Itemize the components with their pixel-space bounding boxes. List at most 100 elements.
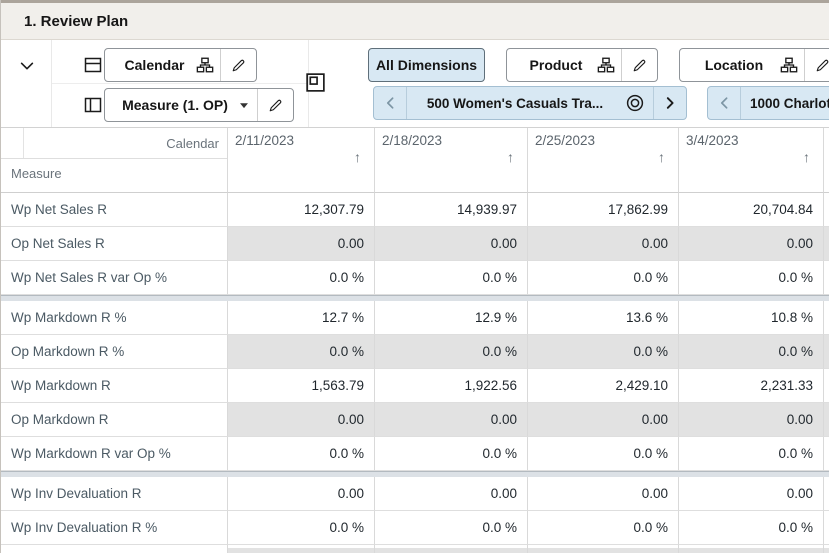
grid-cell[interactable]: 0.0 % <box>528 335 679 369</box>
grid-cell[interactable]: 0.00 <box>375 477 528 511</box>
edit-measure-pencil-icon[interactable] <box>258 97 293 114</box>
row-header[interactable]: Op Markdown R <box>1 403 228 437</box>
previous-product-chevron-left-icon[interactable] <box>374 96 406 110</box>
grid-cell[interactable]: 1,563.79 <box>228 369 375 403</box>
grid-cell[interactable]: 10.8 % <box>679 301 824 335</box>
grid-cell[interactable]: 0.00 <box>375 403 528 437</box>
grid-corner-cell: Calendar Measure <box>1 128 228 193</box>
row-dimension-label: Measure <box>11 166 62 181</box>
sort-ascending-arrow-icon[interactable]: ↑ <box>658 149 665 165</box>
measure-group-separator <box>1 471 829 477</box>
grid-cell[interactable]: 0.0 % <box>679 261 824 295</box>
column-header[interactable]: 2/25/2023 ↑ <box>528 128 679 193</box>
product-tile-label: 500 Women's Casuals Tra... <box>426 95 604 111</box>
grid-cell[interactable]: 0.0 % <box>679 437 824 471</box>
row-header[interactable]: Wp Inv Devaluation R % <box>1 511 228 545</box>
hierarchy-icon <box>597 56 621 74</box>
edit-location-pencil-icon[interactable] <box>805 57 829 74</box>
grid-cell[interactable]: 0.0 % <box>528 437 679 471</box>
column-header[interactable]: 3/4/2023 ↑ <box>679 128 824 193</box>
column-header[interactable]: 2/11/2023 ↑ <box>228 128 375 193</box>
grid-cell[interactable]: 0.00 <box>528 227 679 261</box>
previous-location-chevron-left-icon[interactable] <box>708 96 740 110</box>
grid-cell[interactable]: 0.0 % <box>679 511 824 545</box>
grid-cell[interactable]: 0.0 % <box>679 335 824 369</box>
grid-cell[interactable]: 0.00 <box>528 477 679 511</box>
grid-cell[interactable]: 2,231.33 <box>679 369 824 403</box>
column-header-date: 2/25/2023 <box>535 133 596 148</box>
grid-cell[interactable]: 2,429.10 <box>528 369 679 403</box>
grid-cell[interactable]: 0.0 % <box>228 511 375 545</box>
grid-cell[interactable]: 17,862.99 <box>528 193 679 227</box>
all-dimensions-label: All Dimensions <box>375 57 478 73</box>
tile-divider <box>653 87 654 119</box>
row-header[interactable]: Op Net Sales R <box>1 227 228 261</box>
edit-product-pencil-icon[interactable] <box>622 57 657 74</box>
row-header[interactable]: Wp Net Sales R var Op % <box>1 261 228 295</box>
grid-cell[interactable]: 0.00 <box>679 403 824 437</box>
edit-calendar-pencil-icon[interactable] <box>221 57 256 74</box>
next-product-chevron-right-icon[interactable] <box>654 96 686 110</box>
grid-cell[interactable]: 0.0 % <box>375 261 528 295</box>
grid-cell[interactable]: 0.0 % <box>228 335 375 369</box>
clipped-row-cell <box>228 545 375 553</box>
grid-cell[interactable]: 0.0 % <box>528 261 679 295</box>
grid-cell[interactable]: 0.00 <box>228 403 375 437</box>
product-page-tile[interactable]: 500 Women's Casuals Tra... <box>373 86 687 120</box>
row-header[interactable]: Wp Markdown R % <box>1 301 228 335</box>
columns-axis-measure-button[interactable]: Measure (1. OP) <box>104 88 294 122</box>
measure-group-separator <box>1 295 829 301</box>
dropdown-caret-icon[interactable] <box>237 98 257 112</box>
product-dimension-button[interactable]: Product <box>506 48 658 82</box>
clipped-cell <box>824 261 829 295</box>
button-divider <box>621 49 622 81</box>
grid-cell[interactable]: 20,704.84 <box>679 193 824 227</box>
row-header[interactable]: Wp Markdown R var Op % <box>1 437 228 471</box>
grid-cell[interactable]: 0.00 <box>375 227 528 261</box>
row-header[interactable]: Wp Net Sales R <box>1 193 228 227</box>
grid-cell[interactable]: 0.00 <box>679 477 824 511</box>
columns-axis-label: Measure (1. OP) <box>122 97 228 113</box>
grid-cell[interactable]: 12.9 % <box>375 301 528 335</box>
row-header[interactable]: Wp Markdown R <box>1 369 228 403</box>
grid-cell[interactable]: 0.0 % <box>375 437 528 471</box>
toolbar-divider <box>52 83 308 84</box>
all-dimensions-button[interactable]: All Dimensions <box>368 48 485 82</box>
grid-cell[interactable]: 0.0 % <box>375 511 528 545</box>
grid-cell[interactable]: 0.00 <box>228 227 375 261</box>
column-header[interactable]: 2/18/2023 ↑ <box>375 128 528 193</box>
tile-divider <box>740 87 741 119</box>
rows-axis-calendar-button[interactable]: Calendar <box>104 48 257 82</box>
page-edge-icon[interactable] <box>304 71 327 94</box>
grid-cell[interactable]: 0.0 % <box>228 261 375 295</box>
grid-cell[interactable]: 14,939.97 <box>375 193 528 227</box>
grid-cell[interactable]: 12.7 % <box>228 301 375 335</box>
sort-ascending-arrow-icon[interactable]: ↑ <box>803 149 810 165</box>
grid-corner-mini-cell <box>1 128 24 158</box>
target-bullseye-icon[interactable] <box>623 93 653 113</box>
row-header[interactable]: Op Markdown R % <box>1 335 228 369</box>
grid-cell[interactable]: 0.0 % <box>228 437 375 471</box>
tile-divider <box>406 87 407 119</box>
pivot-grid: Calendar Measure 2/11/2023 ↑ 2/18/2023 ↑ 2/2… <box>1 127 829 553</box>
location-dimension-button[interactable]: Location <box>679 48 829 82</box>
clipped-cell <box>824 301 829 335</box>
sort-ascending-arrow-icon[interactable]: ↑ <box>354 149 361 165</box>
row-header[interactable]: Wp Inv Devaluation R <box>1 477 228 511</box>
collapse-toolbar-chevron-down-icon[interactable] <box>18 57 36 75</box>
grid-cell[interactable]: 13.6 % <box>528 301 679 335</box>
grid-cell[interactable]: 0.0 % <box>528 511 679 545</box>
grid-cell[interactable]: 0.0 % <box>375 335 528 369</box>
grid-cell[interactable]: 0.00 <box>528 403 679 437</box>
grid-cell[interactable]: 1,922.56 <box>375 369 528 403</box>
sort-ascending-arrow-icon[interactable]: ↑ <box>507 149 514 165</box>
grid-cell[interactable]: 0.00 <box>679 227 824 261</box>
location-page-tile[interactable]: 1000 Charlot <box>707 86 829 120</box>
pivot-toolbar: Calendar Measure (1. OP) <box>1 40 829 127</box>
clipped-cell <box>824 511 829 545</box>
grid-cell[interactable]: 0.00 <box>228 477 375 511</box>
page-title: 1. Review Plan <box>24 12 129 30</box>
grid-cell[interactable]: 12,307.79 <box>228 193 375 227</box>
button-divider <box>257 89 258 121</box>
clipped-row-cell <box>679 545 824 553</box>
